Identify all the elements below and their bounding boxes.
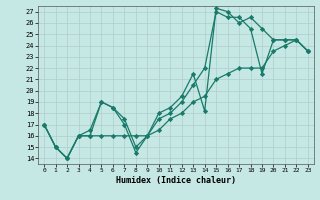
X-axis label: Humidex (Indice chaleur): Humidex (Indice chaleur)	[116, 176, 236, 185]
